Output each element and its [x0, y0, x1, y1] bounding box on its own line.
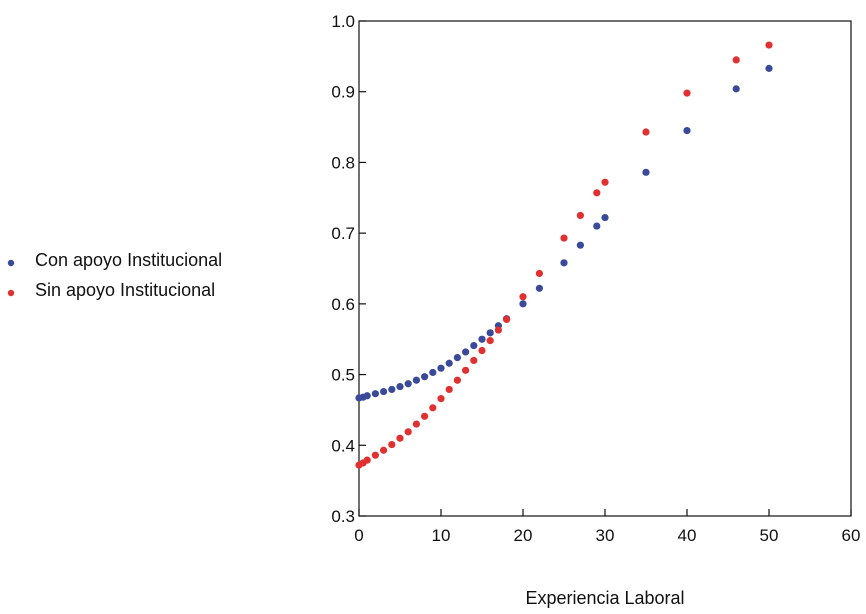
y-tick-label: 0.6 [331, 295, 355, 314]
data-point [371, 451, 379, 459]
data-point [445, 359, 453, 367]
data-point [388, 440, 396, 449]
data-point [396, 434, 404, 442]
data-point [412, 376, 420, 384]
y-tick-label: 0.7 [331, 224, 355, 243]
data-point [765, 64, 773, 72]
data-point [462, 366, 470, 374]
x-tick-label: 30 [596, 526, 615, 545]
x-tick-label: 40 [678, 526, 697, 545]
data-point [683, 127, 691, 135]
data-point [453, 376, 461, 384]
y-tick-label: 0.9 [331, 83, 355, 102]
data-point [560, 234, 568, 242]
data-point [576, 211, 585, 220]
data-point [462, 348, 470, 356]
x-axis-title: Experiencia Laboral [525, 588, 684, 608]
data-point [642, 128, 650, 136]
data-point [453, 354, 461, 362]
data-point [429, 368, 437, 377]
data-point [642, 168, 650, 176]
data-point [683, 89, 691, 97]
data-point [421, 373, 429, 381]
data-point [494, 326, 502, 334]
data-point [478, 346, 486, 355]
data-point [593, 222, 601, 230]
data-point [380, 446, 388, 454]
legend-label: Con apoyo Institucional [35, 250, 222, 270]
data-points [355, 41, 773, 469]
data-point [535, 269, 544, 278]
data-point [396, 382, 404, 391]
data-point [363, 456, 371, 464]
data-point [470, 341, 478, 350]
legend-label: Sin apoyo Institucional [35, 280, 215, 300]
data-point [601, 213, 609, 222]
data-point [732, 56, 740, 64]
legend-marker [7, 259, 15, 267]
data-point [404, 380, 412, 388]
y-axis: 0.3 0.4 0.5 0.6 0.7 0.8 0.9 1.0 [331, 12, 366, 526]
y-tick-label: 0.3 [331, 507, 355, 526]
data-point [503, 315, 511, 324]
plot-frame [358, 20, 852, 517]
data-point [437, 364, 445, 372]
x-axis: 0 10 20 30 40 50 60 [354, 509, 860, 545]
y-tick-label: 1.0 [331, 12, 355, 31]
data-point [601, 178, 609, 186]
data-point [593, 189, 601, 197]
x-tick-label: 60 [842, 526, 861, 545]
data-point [486, 337, 494, 345]
x-tick-label: 20 [514, 526, 533, 545]
legend-marker [7, 289, 15, 297]
data-point [388, 385, 396, 394]
data-point [429, 404, 437, 412]
data-point [363, 392, 371, 400]
data-point [371, 390, 379, 398]
data-point [765, 41, 773, 49]
y-tick-label: 0.8 [331, 153, 355, 172]
data-point [380, 387, 388, 396]
data-point [535, 284, 544, 292]
series-0 [355, 64, 773, 402]
x-tick-label: 0 [354, 526, 363, 545]
x-tick-label: 10 [432, 526, 451, 545]
data-point [470, 356, 478, 365]
x-tick-label: 50 [760, 526, 779, 545]
data-point [404, 428, 412, 436]
y-tick-label: 0.5 [331, 366, 355, 385]
legend: Con apoyo Institucional Sin apoyo Institu… [7, 250, 222, 300]
data-point [412, 420, 420, 428]
series-1 [355, 41, 773, 469]
data-point [421, 412, 429, 420]
data-point [437, 395, 445, 403]
data-point [519, 293, 527, 301]
data-point [478, 335, 486, 343]
data-point [486, 329, 494, 337]
data-point [576, 241, 585, 249]
data-point [560, 259, 568, 267]
y-tick-label: 0.4 [331, 436, 355, 455]
data-point [519, 300, 527, 308]
data-point [732, 85, 740, 93]
data-point [445, 385, 453, 394]
